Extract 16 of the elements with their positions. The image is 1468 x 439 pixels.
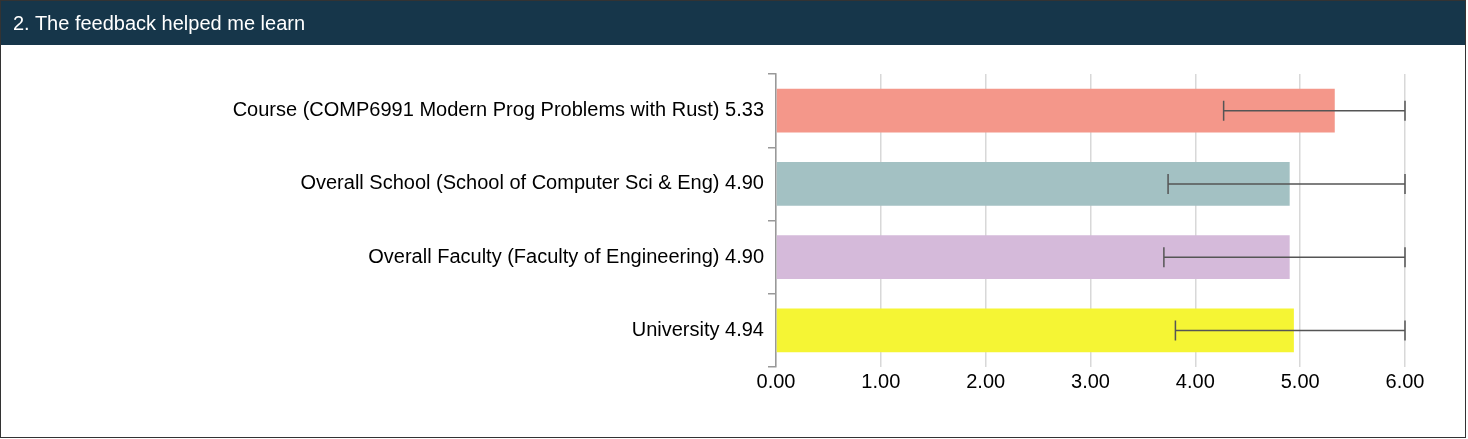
x-tick-label: 1.00 (861, 369, 901, 392)
y-tick-label: Course (COMP6991 Modern Prog Problems with Rust) 5.33 (232, 98, 764, 121)
bar (776, 161, 1290, 206)
x-tick-label: 0.00 (756, 369, 796, 392)
x-tick-label: 5.00 (1280, 369, 1320, 392)
bar (776, 88, 1335, 133)
x-tick-label: 2.00 (966, 369, 1006, 392)
y-tick-label: University 4.94 (631, 317, 764, 340)
y-tick-label: Overall Faculty (Faculty of Engineering) 4.90 (368, 244, 764, 267)
bar (776, 235, 1290, 280)
x-tick-label: 3.00 (1071, 369, 1110, 392)
x-tick-label: 6.00 (1385, 369, 1425, 392)
y-tick-label: Overall School (School of Computer Sci & Eng) 4.90 (300, 171, 764, 194)
text: 2. The feedback helped me learn (1, 1, 1465, 45)
x-tick-label: 4.00 (1175, 369, 1215, 392)
bar (776, 308, 1294, 353)
